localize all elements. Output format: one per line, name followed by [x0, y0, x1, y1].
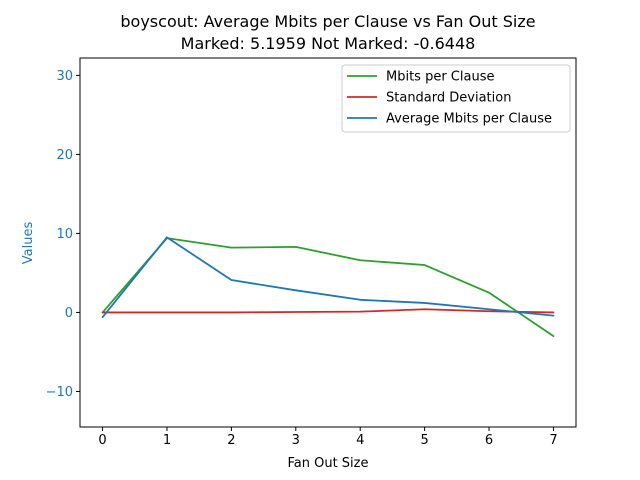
y-tick-label: 20 — [56, 148, 73, 163]
chart-title: boyscout: Average Mbits per Clause vs Fa… — [120, 12, 535, 31]
plot-series — [101, 236, 555, 338]
legend: Mbits per Clause Standard Deviation Aver… — [341, 64, 571, 133]
x-tick-label: 4 — [356, 433, 364, 448]
series-line — [101, 237, 555, 338]
x-axis-label: Fan Out Size — [287, 456, 368, 471]
y-tick-label: −10 — [46, 385, 73, 400]
legend-label: Average Mbits per Clause — [386, 112, 552, 127]
legend-frame — [341, 64, 571, 133]
x-tick-label: 0 — [98, 433, 106, 448]
x-tick-label: 3 — [292, 433, 300, 448]
y-axis-label: Values — [21, 222, 36, 265]
y-tick-label: 10 — [56, 227, 73, 242]
y-tick-label: 30 — [56, 69, 73, 84]
x-tick-label: 1 — [163, 433, 171, 448]
series-line — [101, 308, 555, 314]
series-line — [101, 236, 555, 319]
legend-label: Mbits per Clause — [386, 70, 494, 85]
x-axis-ticks: 0 1 2 3 4 5 6 7 — [98, 427, 558, 448]
legend-label: Standard Deviation — [386, 91, 511, 106]
chart-subtitle: Marked: 5.1959 Not Marked: -0.6448 — [181, 34, 476, 53]
x-tick-label: 5 — [420, 433, 428, 448]
plot-area-frame — [79, 57, 577, 428]
x-tick-label: 2 — [227, 433, 235, 448]
x-tick-label: 7 — [549, 433, 557, 448]
x-tick-label: 6 — [485, 433, 493, 448]
y-tick-label: 0 — [65, 306, 73, 321]
y-axis-ticks: −10 0 10 20 30 — [46, 69, 80, 400]
